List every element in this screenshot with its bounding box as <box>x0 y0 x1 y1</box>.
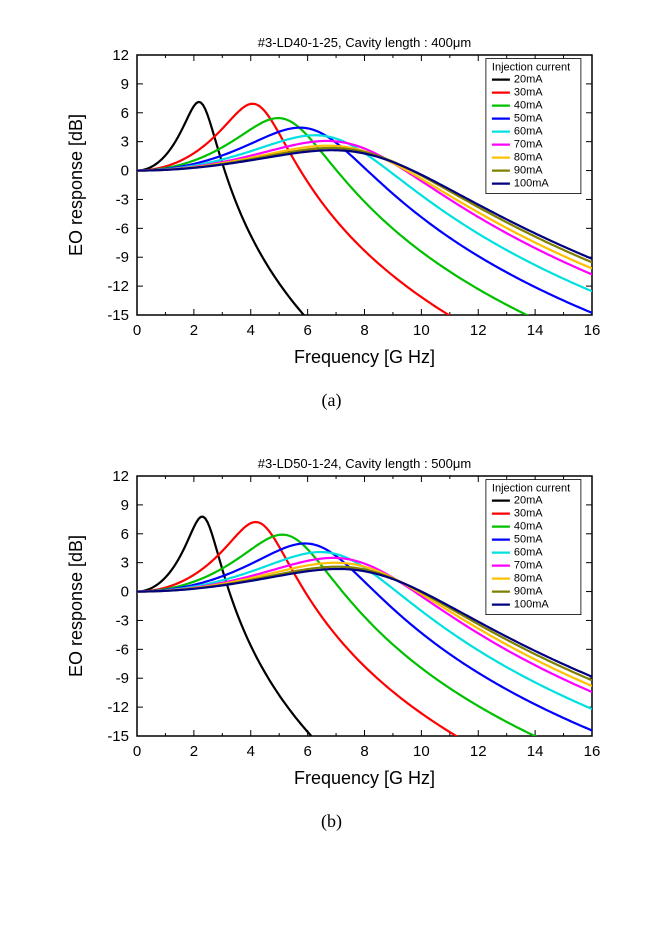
y-tick-label: -15 <box>107 307 129 324</box>
subplot-label: (b) <box>20 811 643 832</box>
legend-label: 70mA <box>513 560 542 572</box>
legend-label: 60mA <box>513 547 542 559</box>
legend-label: 30mA <box>513 508 542 520</box>
x-tick-label: 14 <box>526 322 543 339</box>
chart-a-svg: #3-LD40-1-25, Cavity length : 400μm 0 2 4 6 8… <box>52 20 612 380</box>
y-tick-label: -3 <box>115 191 128 208</box>
y-tick-label: 12 <box>112 468 129 485</box>
y-tick-label: 12 <box>112 47 129 64</box>
legend-label: 50mA <box>513 113 542 125</box>
y-tick-label: 3 <box>120 555 128 572</box>
x-tick-label: 8 <box>360 322 368 339</box>
y-tick-label: -15 <box>107 728 129 745</box>
chart-b-svg: #3-LD50-1-24, Cavity length : 500μm 0 2 4 6 8… <box>52 441 612 801</box>
y-tick-label: -6 <box>115 641 128 658</box>
legend-label: 30mA <box>513 87 542 99</box>
legend-label: 40mA <box>513 521 542 533</box>
x-tick-label: 14 <box>526 743 543 760</box>
y-tick-label: 0 <box>120 584 128 601</box>
y-tick-label: -3 <box>115 612 128 629</box>
legend-label: 80mA <box>513 573 542 585</box>
x-tick-label: 0 <box>132 743 140 760</box>
y-tick-label: -6 <box>115 220 128 237</box>
subplot-label: (a) <box>20 390 643 411</box>
x-tick-label: 8 <box>360 743 368 760</box>
y-tick-label: 6 <box>120 526 128 543</box>
x-tick-label: 12 <box>469 743 486 760</box>
chart-a: #3-LD40-1-25, Cavity length : 400μm 0 2 4 6 8… <box>20 20 643 411</box>
y-tick-label: 9 <box>120 76 128 93</box>
x-tick-label: 4 <box>246 322 254 339</box>
y-tick-label: 0 <box>120 163 128 180</box>
x-tick-label: 10 <box>413 743 430 760</box>
y-tick-label: -12 <box>107 278 129 295</box>
legend-label: 90mA <box>513 586 542 598</box>
legend-label: 60mA <box>513 126 542 138</box>
x-tick-label: 10 <box>413 322 430 339</box>
legend-label: 100mA <box>513 178 549 190</box>
y-tick-label: 9 <box>120 497 128 514</box>
x-tick-label: 2 <box>189 743 197 760</box>
chart-title: #3-LD50-1-24, Cavity length : 500μm <box>257 456 470 471</box>
x-tick-label: 16 <box>583 743 600 760</box>
y-axis-label: EO response [dB] <box>66 535 86 677</box>
x-axis-label: Frequency [G Hz] <box>293 347 434 367</box>
y-tick-label: -9 <box>115 670 128 687</box>
chart-b: #3-LD50-1-24, Cavity length : 500μm 0 2 4 6 8… <box>20 441 643 832</box>
x-tick-label: 12 <box>469 322 486 339</box>
legend-label: 70mA <box>513 139 542 151</box>
x-tick-label: 4 <box>246 743 254 760</box>
legend-label: 100mA <box>513 599 549 611</box>
y-tick-label: -9 <box>115 249 128 266</box>
x-tick-label: 2 <box>189 322 197 339</box>
x-tick-label: 0 <box>132 322 140 339</box>
x-tick-label: 16 <box>583 322 600 339</box>
legend-label: 80mA <box>513 152 542 164</box>
y-tick-label: -12 <box>107 699 129 716</box>
y-tick-label: 6 <box>120 105 128 122</box>
legend-label: 90mA <box>513 165 542 177</box>
legend-label: 20mA <box>513 495 542 507</box>
legend-label: 50mA <box>513 534 542 546</box>
chart-title: #3-LD40-1-25, Cavity length : 400μm <box>257 35 470 50</box>
legend-label: 20mA <box>513 74 542 86</box>
x-axis-label: Frequency [G Hz] <box>293 768 434 788</box>
legend-label: 40mA <box>513 100 542 112</box>
x-tick-label: 6 <box>303 322 311 339</box>
y-tick-label: 3 <box>120 134 128 151</box>
legend-title: Injection current <box>491 62 569 74</box>
x-tick-label: 6 <box>303 743 311 760</box>
legend-title: Injection current <box>491 483 569 495</box>
y-axis-label: EO response [dB] <box>66 114 86 256</box>
